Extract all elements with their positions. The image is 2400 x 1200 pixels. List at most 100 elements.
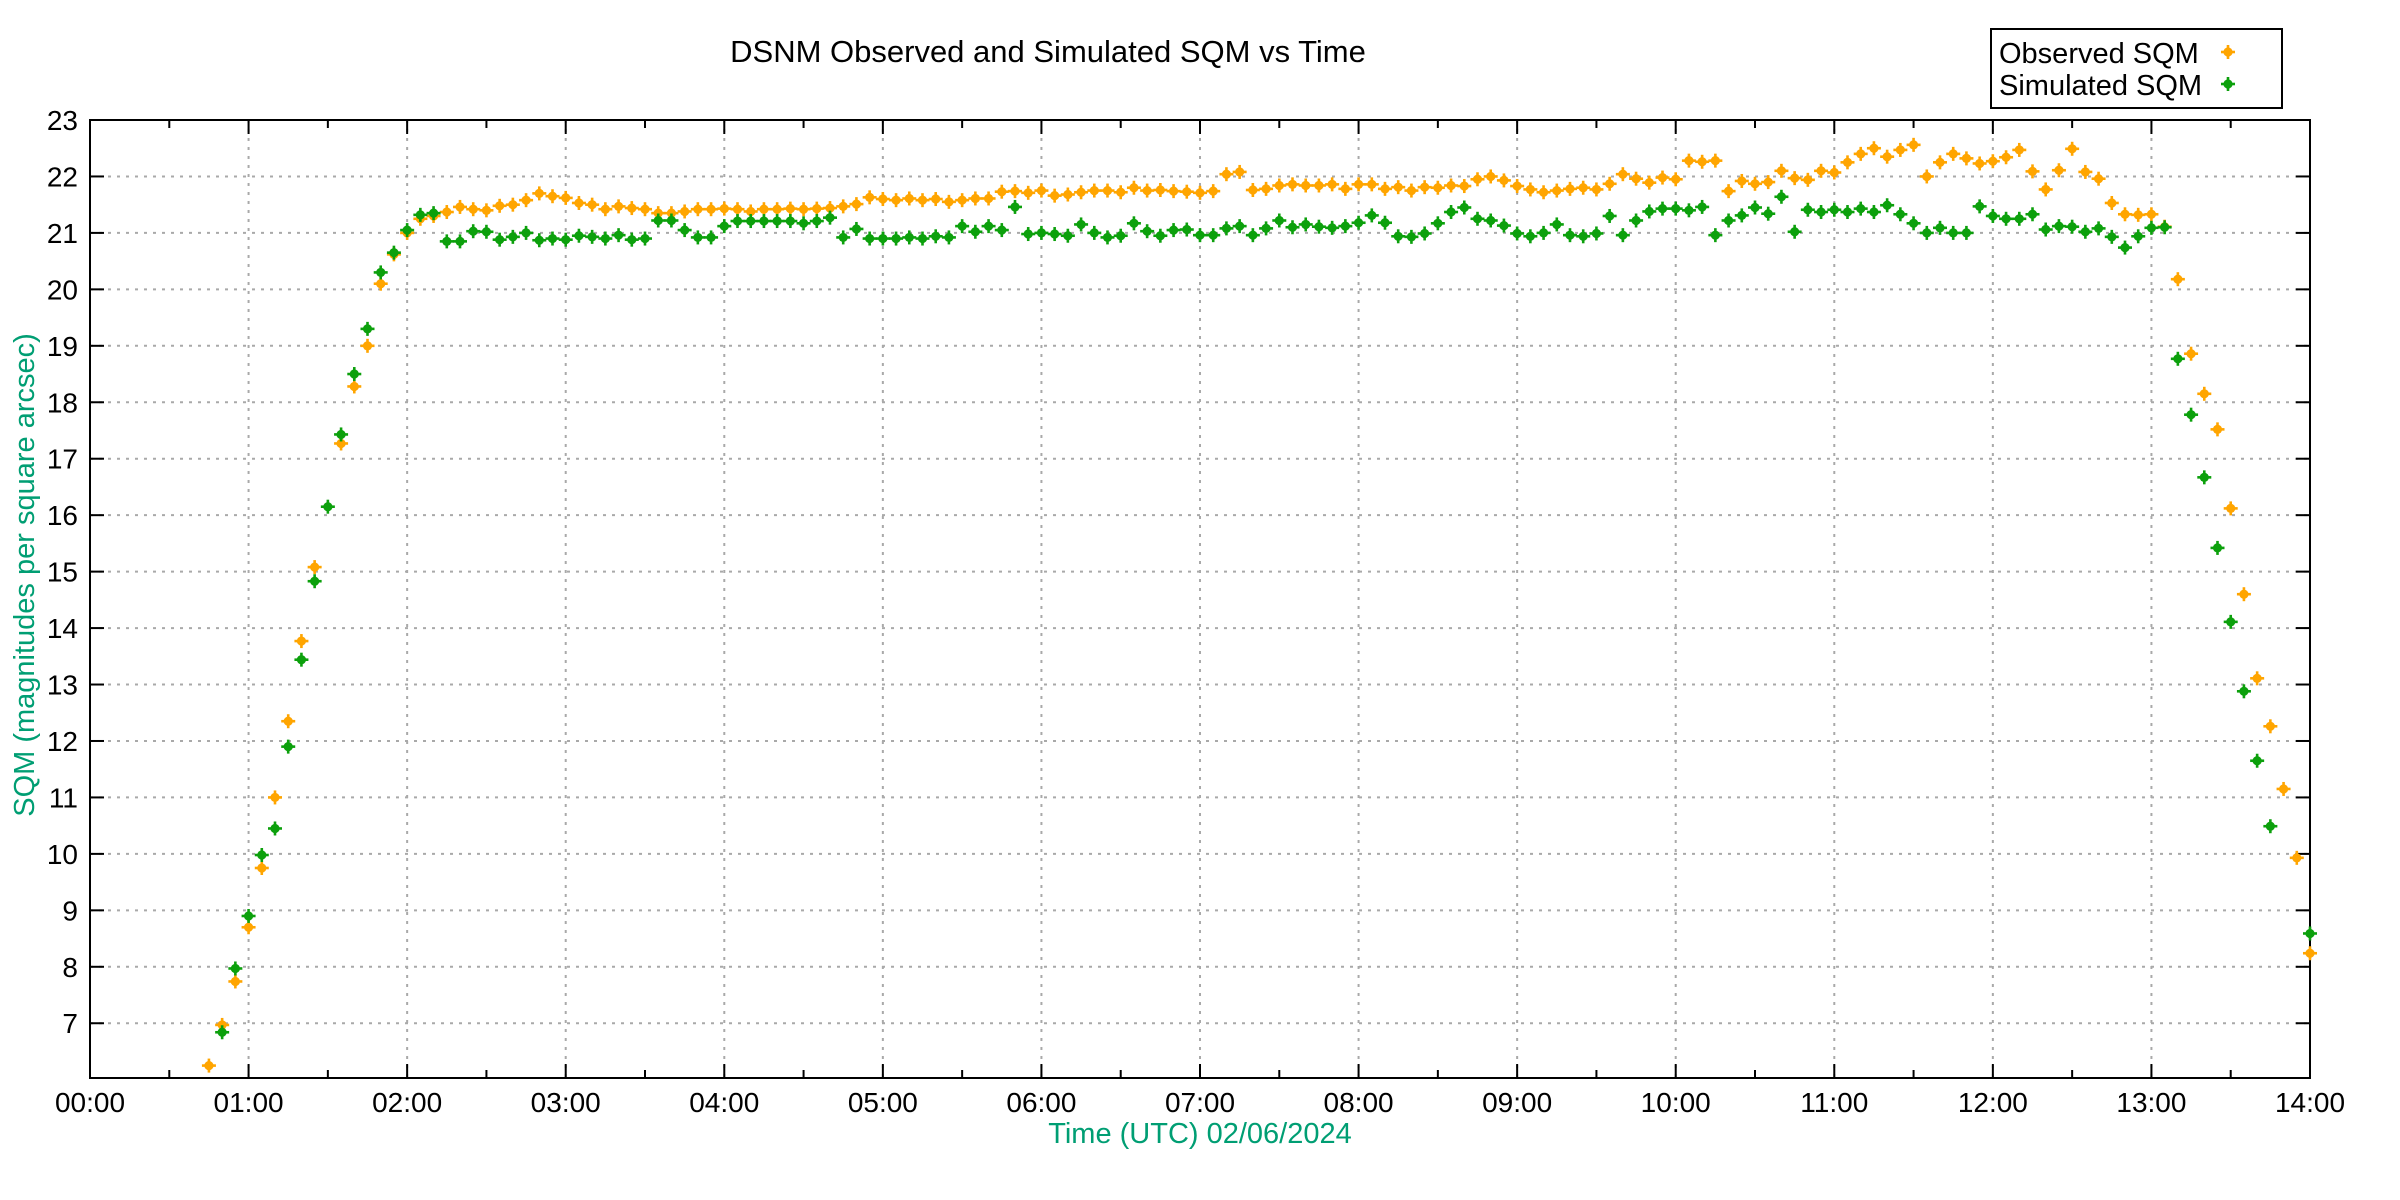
data-point-simulated [386,245,401,260]
data-point-simulated [1972,199,1987,214]
data-point-observed [770,202,785,217]
data-point-observed [519,193,534,208]
data-point-simulated [941,230,956,245]
data-point-simulated [1391,229,1406,244]
data-point-simulated [704,230,719,245]
data-point-simulated [294,652,309,667]
data-point-observed [1166,184,1181,199]
data-point-simulated [1959,225,1974,240]
data-point-simulated [1298,217,1313,232]
data-point-observed [902,191,917,206]
data-point-observed [1378,181,1392,196]
data-point-simulated [1325,220,1340,235]
data-point-simulated [1100,230,1115,245]
data-point-observed [1391,180,1406,195]
data-point-observed [2091,171,2106,186]
data-point-simulated [664,213,679,228]
data-point-simulated [1008,199,1022,214]
data-point-simulated [1272,213,1287,228]
data-point-observed [1245,183,1260,198]
data-point-observed [1708,153,1723,168]
data-point-observed [2170,272,2185,287]
data-point-observed [2303,946,2317,961]
data-point-observed [638,202,652,217]
data-point-simulated [1087,225,1102,240]
data-point-simulated [770,214,785,229]
data-point-simulated [2170,351,2185,366]
data-point-observed [1959,151,1974,166]
data-point-simulated [1232,219,1247,234]
data-point-simulated [1827,202,1842,217]
data-point-simulated [1126,216,1141,231]
data-point-simulated [1840,205,1855,220]
data-point-observed [1523,182,1538,197]
data-point-simulated [1060,228,1075,243]
data-point-simulated [519,225,534,240]
data-point-observed [1642,175,1657,190]
legend-marker-slots [2221,45,2235,91]
data-point-observed [1721,184,1736,199]
data-point-observed [941,194,956,209]
data-point-simulated [836,230,851,245]
data-point-simulated [1814,205,1829,220]
data-point-observed [1893,142,1908,157]
data-point-observed [1008,184,1022,199]
y-tick-label: 17 [47,444,78,475]
data-point-simulated [1668,201,1683,216]
data-point-simulated [2223,614,2238,629]
data-point-simulated [1893,207,1908,222]
data-point-simulated [453,234,467,249]
data-point-simulated [1153,228,1168,243]
data-point-observed [1417,180,1432,195]
data-point-simulated [624,232,639,247]
data-point-observed [2104,195,2119,210]
data-point-simulated [2051,219,2066,234]
legend-box [1990,28,2283,109]
data-point-simulated [875,231,890,246]
data-point-simulated [2236,684,2251,699]
data-point-observed [2223,501,2238,516]
data-point-simulated [2025,207,2040,222]
data-point-observed [1272,178,1287,193]
y-tick-label: 12 [47,726,78,757]
data-point-observed [2184,346,2199,361]
data-point-simulated [1404,229,1419,244]
data-point-simulated [215,1025,230,1040]
data-point-simulated [717,219,732,234]
data-point-simulated [1536,225,1551,240]
data-point-simulated [2131,229,2146,244]
data-point-observed [1985,154,2000,169]
data-point-observed [1087,183,1102,198]
data-point-observed [466,202,481,217]
data-point-observed [347,379,362,394]
data-point-observed [690,202,705,217]
data-point-simulated [1576,229,1591,244]
legend-entry-simulated-label: Simulated SQM [1999,70,2202,102]
tick-layer [89,119,2311,1078]
legend: Observed SQM Simulated SQM [1990,28,2283,109]
data-point-observed [1946,146,1961,161]
x-tick-label: 06:00 [1006,1087,1076,1118]
data-point-simulated [1748,200,1762,215]
data-point-simulated [347,367,362,382]
data-point-simulated [902,230,917,245]
data-point-simulated [1113,228,1128,243]
data-point-simulated [2012,211,2027,226]
data-point-simulated [1563,228,1577,243]
data-point-observed [2263,719,2278,734]
data-point-observed [1113,185,1128,200]
data-point-observed [201,1058,216,1073]
data-point-simulated [426,206,441,221]
data-point-simulated [1880,198,1895,213]
data-point-observed [1047,188,1062,203]
data-point-simulated [809,214,824,229]
data-point-observed [796,202,811,217]
data-point-simulated [1166,223,1181,238]
y-tick-label: 23 [47,105,78,136]
data-point-observed [1589,182,1604,197]
data-point-observed [1496,173,1511,188]
data-point-simulated [1285,220,1300,235]
data-point-observed [1510,179,1525,194]
